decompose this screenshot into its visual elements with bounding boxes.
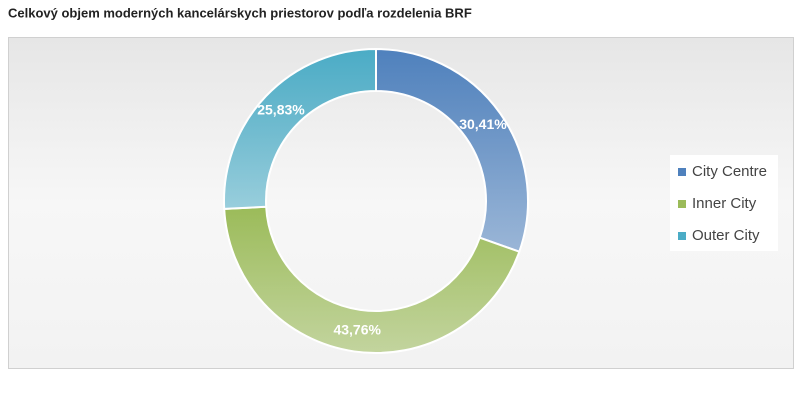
chart-title: Celkový objem moderných kancelárskych pr…	[8, 5, 472, 20]
legend	[670, 155, 778, 251]
legend-label: Outer City	[692, 227, 760, 244]
donut-slice	[223, 47, 377, 210]
data-label: 43,76%	[333, 321, 381, 337]
legend-marker	[678, 200, 686, 208]
legend-marker	[678, 232, 686, 240]
legend-label: City Centre	[692, 163, 767, 180]
data-label: 30,41%	[459, 116, 507, 132]
data-label: 25,83%	[257, 102, 305, 118]
donut-slice	[223, 205, 521, 354]
legend-marker	[678, 168, 686, 176]
legend-label: Inner City	[692, 195, 757, 212]
